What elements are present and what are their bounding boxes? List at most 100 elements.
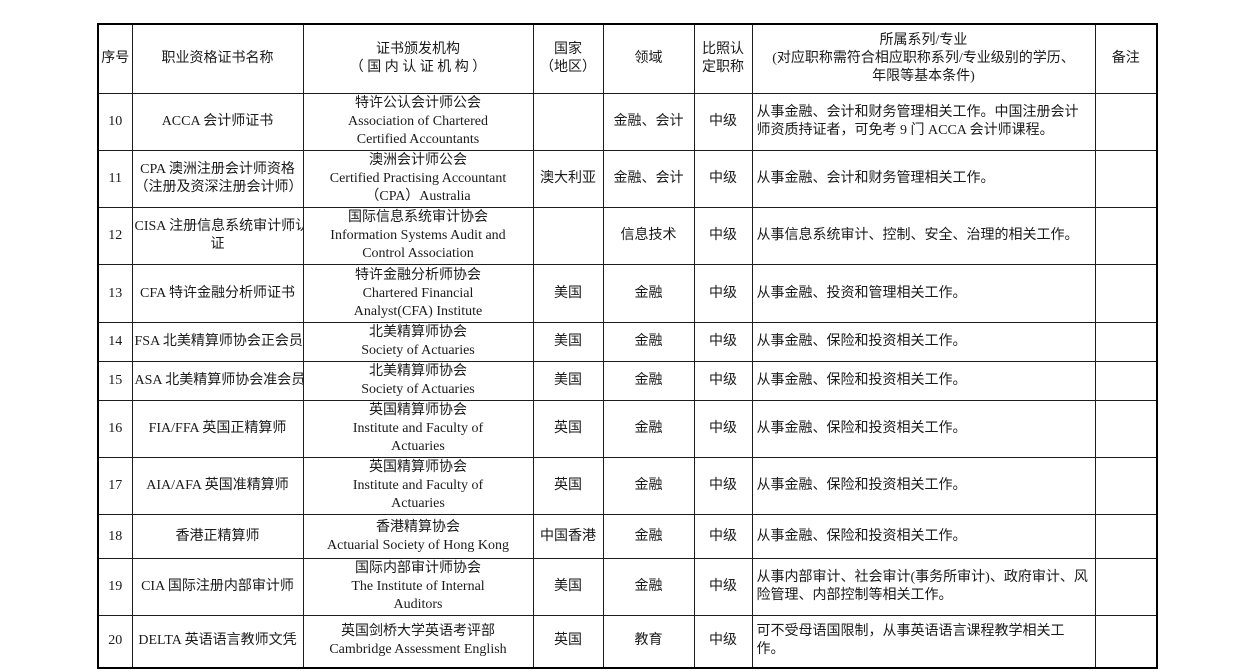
cell-remark: [1094, 322, 1158, 362]
table-row: 15 ASA 北美精算师协会准会员 北美精算师协会 Society of Actuar…: [97, 361, 1158, 401]
header-no: 序号: [97, 23, 133, 94]
text-line: （注册及资深注册会计师）: [134, 180, 303, 195]
cell-remark: [1094, 457, 1158, 515]
text-line: CISA 注册信息系统审计师认: [134, 219, 303, 234]
cell-country: 英国: [532, 457, 604, 515]
cell-country: [532, 207, 604, 265]
cell-remark: [1094, 361, 1158, 401]
cell-series: 从事金融、投资和管理相关工作。: [751, 264, 1096, 323]
header-country: 国家 （地区）: [532, 23, 604, 94]
text-line: 北美精算师协会: [369, 364, 467, 379]
cell-title: 中级: [693, 264, 753, 323]
text-line: DELTA 英语语言教师文凭: [138, 633, 297, 649]
cell-remark: [1094, 264, 1158, 323]
text-line: 香港精算协会: [376, 519, 460, 535]
text-line: Analyst(CFA) Institute: [353, 303, 483, 319]
text-line: Actuaries: [391, 439, 445, 454]
text-line: 国际内部审计师协会: [355, 561, 481, 576]
header-issuer: 证书颁发机构 （ 国 内 认 证 机 构 ）: [302, 23, 534, 94]
cell-no: 18: [97, 514, 133, 559]
cell-country: 英国: [532, 615, 604, 668]
cell-series: 从事金融、会计和财务管理相关工作。中国注册会计师资质持证者，可免考 9 门 AC…: [751, 93, 1096, 151]
header-title: 比照认 定职称: [693, 23, 753, 94]
text-line: Society of Actuaries: [361, 382, 475, 397]
text-line: CIA 国际注册内部审计师: [141, 579, 294, 594]
text-line: 香港正精算师: [175, 528, 260, 544]
text-line: 国际信息系统审计协会: [348, 210, 488, 225]
cell-no: 20: [97, 615, 133, 668]
cell-no: 10: [97, 93, 133, 151]
text-line: 所属系列/专业: [879, 33, 968, 48]
cell-series: 从事信息系统审计、控制、安全、治理的相关工作。: [751, 207, 1096, 265]
text-line: （地区）: [540, 60, 596, 75]
cell-issuer: 特许金融分析师协会 Chartered Financial Analyst(CFA)…: [302, 264, 534, 323]
text-line: FIA/FFA 英国正精算师: [148, 421, 287, 436]
text-line: The Institute of Internal: [351, 579, 485, 594]
cell-field: 金融: [602, 322, 695, 362]
text-line: Society of Actuaries: [361, 343, 475, 358]
cell-field: 金融: [602, 264, 695, 323]
cell-series: 从事金融、保险和投资相关工作。: [751, 457, 1096, 515]
cell-title: 中级: [693, 514, 753, 559]
text-line: 年限等基本条件): [872, 69, 975, 84]
cell-remark: [1094, 207, 1158, 265]
text-line: 职业资格证书名称: [161, 51, 274, 66]
cell-series: 从事内部审计、社会审计(事务所审计)、政府审计、风险管理、内部控制等相关工作。: [751, 558, 1096, 616]
cell-issuer: 特许公认会计师公会 Association of Chartered Certifi…: [302, 93, 534, 151]
cell-title: 中级: [693, 400, 753, 458]
cell-no: 17: [97, 457, 133, 515]
text-line: 备注: [1111, 51, 1140, 66]
text-line: Association of Chartered: [348, 114, 488, 129]
cell-country: 美国: [532, 322, 604, 362]
cell-name: ACCA 会计师证书: [131, 93, 304, 151]
cell-remark: [1094, 400, 1158, 458]
text-line: 证书颁发机构: [376, 42, 460, 57]
cell-field: 信息技术: [602, 207, 695, 265]
text-line: Chartered Financial: [362, 285, 474, 301]
cell-title: 中级: [693, 457, 753, 515]
text-line: Control Association: [362, 246, 474, 261]
cell-field: 金融: [602, 400, 695, 458]
cell-title: 中级: [693, 558, 753, 616]
cell-name: FIA/FFA 英国正精算师: [131, 400, 304, 458]
cell-issuer: 国际内部审计师协会 The Institute of Internal Audito…: [302, 558, 534, 616]
cell-remark: [1094, 558, 1158, 616]
text-line: （CPA）Australia: [365, 189, 471, 204]
text-line: 序号: [101, 51, 130, 66]
cell-series: 可不受母语国限制，从事英语语言课程教学相关工作。: [751, 615, 1096, 668]
cell-country: 澳大利亚: [532, 150, 604, 208]
text-line: Information Systems Audit and: [330, 228, 506, 243]
text-line: AIA/AFA 英国准精算师: [146, 478, 289, 493]
cell-name: CIA 国际注册内部审计师: [131, 558, 304, 616]
cell-title: 中级: [693, 361, 753, 401]
cell-issuer: 北美精算师协会 Society of Actuaries: [302, 322, 534, 362]
cell-field: 金融: [602, 457, 695, 515]
cell-no: 15: [97, 361, 133, 401]
cell-name: CFA 特许金融分析师证书: [131, 264, 304, 323]
text-line: 领域: [634, 51, 663, 66]
text-line: ASA 北美精算师协会准会员: [134, 373, 303, 388]
cell-country: 美国: [532, 558, 604, 616]
cell-remark: [1094, 514, 1158, 559]
text-line: Actuarial Society of Hong Kong: [327, 537, 509, 553]
cell-title: 中级: [693, 207, 753, 265]
text-line: 特许公认会计师公会: [355, 96, 481, 111]
cell-title: 中级: [693, 322, 753, 362]
text-line: 证: [210, 237, 225, 252]
cell-issuer: 英国精算师协会 Institute and Faculty of Actuaries: [302, 457, 534, 515]
header-name: 职业资格证书名称: [131, 23, 304, 94]
cell-no: 11: [97, 150, 133, 208]
table-row: 16 FIA/FFA 英国正精算师 英国精算师协会 Institute and Fac…: [97, 400, 1158, 458]
text-line: 英国剑桥大学英语考评部: [341, 624, 495, 640]
text-line: FSA 北美精算师协会正会员: [134, 334, 303, 349]
cell-issuer: 英国剑桥大学英语考评部 Cambridge Assessment English: [302, 615, 534, 668]
table-body: 10 ACCA 会计师证书 特许公认会计师公会 Association of Char…: [97, 93, 1158, 668]
cell-title: 中级: [693, 150, 753, 208]
table-row: 10 ACCA 会计师证书 特许公认会计师公会 Association of Char…: [97, 93, 1158, 151]
text-line: Certified Accountants: [356, 132, 480, 147]
cell-series: 从事金融、保险和投资相关工作。: [751, 400, 1096, 458]
text-line: Actuaries: [391, 496, 445, 511]
table-row: 20 DELTA 英语语言教师文凭 英国剑桥大学英语考评部 Cambridge Ass…: [97, 615, 1158, 668]
cell-name: DELTA 英语语言教师文凭: [131, 615, 304, 668]
cell-series: 从事金融、会计和财务管理相关工作。: [751, 150, 1096, 208]
